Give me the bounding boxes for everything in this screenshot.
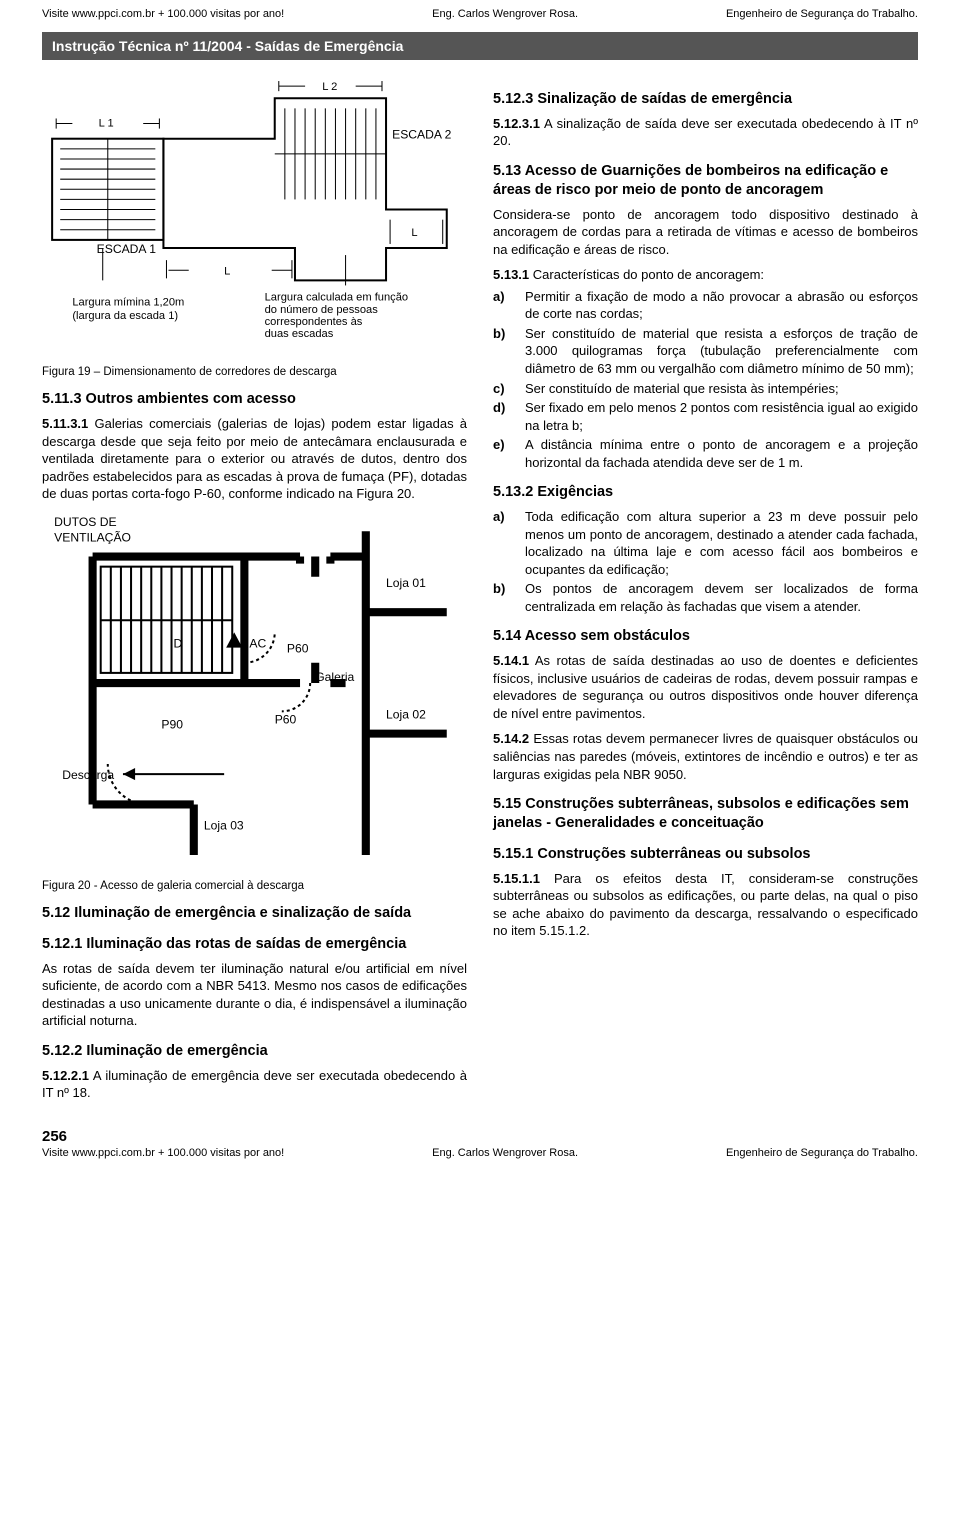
list-5-13-2-b: Os pontos de ancoragem devem ser localiz…	[525, 581, 918, 614]
para-5-12-1: As rotas de saída devem ter iluminação n…	[42, 960, 467, 1030]
title-band: Instrução Técnica nº 11/2004 - Saídas de…	[42, 32, 918, 60]
svg-text:L: L	[224, 265, 230, 277]
para-5-14-2-number: 5.14.2	[493, 731, 529, 746]
footer-bar: Visite www.ppci.com.br + 100.000 visitas…	[42, 1145, 918, 1165]
list-5-13-1-d: Ser fixado em pelo menos 2 pontos com re…	[525, 400, 918, 433]
para-5-12-2-1-text: A iluminação de emergência deve ser exec…	[42, 1068, 467, 1101]
figure-19-caption: Figura 19 – Dimensionamento de corredore…	[42, 366, 467, 378]
svg-text:L 2: L 2	[322, 81, 337, 93]
para-5-13-1-text: Características do ponto de ancoragem:	[529, 267, 764, 282]
heading-5-11-3: 5.11.3 Outros ambientes com acesso	[42, 390, 467, 409]
svg-text:AC: AC	[249, 636, 266, 650]
svg-text:ESCADA 2: ESCADA 2	[392, 128, 452, 142]
svg-text:Loja 01: Loja 01	[386, 576, 426, 590]
header-left: Visite www.ppci.com.br + 100.000 visitas…	[42, 8, 284, 20]
para-5-14-2: 5.14.2 Essas rotas devem permanecer livr…	[493, 730, 918, 783]
para-5-13-1-number: 5.13.1	[493, 267, 529, 282]
list-5-13-2: a)Toda edificação com altura superior a …	[493, 508, 918, 615]
heading-5-14: 5.14 Acesso sem obstáculos	[493, 627, 918, 646]
svg-text:Largura calculada em função: Largura calculada em função	[265, 292, 408, 304]
svg-text:correspondentes às: correspondentes às	[265, 316, 363, 328]
list-5-13-1-e: A distância mínima entre o ponto de anco…	[525, 437, 918, 470]
para-5-15-1-1: 5.15.1.1 Para os efeitos desta IT, consi…	[493, 870, 918, 940]
svg-text:do número de pessoas: do número de pessoas	[265, 304, 379, 316]
left-column: L 1 L 2 ESCADA 1 ESCADA 2 L L Largura mí…	[42, 78, 467, 1110]
list-5-13-1: a)Permitir a fixação de modo a não provo…	[493, 288, 918, 471]
heading-5-13: 5.13 Acesso de Guarnições de bombeiros n…	[493, 162, 918, 200]
list-5-13-1-b: Ser constituído de material que resista …	[525, 326, 918, 376]
para-5-12-3-1-text: A sinalização de saída deve ser executad…	[493, 116, 918, 149]
heading-5-12-2: 5.12.2 Iluminação de emergência	[42, 1042, 467, 1061]
svg-text:P60: P60	[275, 712, 297, 726]
svg-text:ESCADA 1: ESCADA 1	[97, 242, 157, 256]
svg-text:(largura da escada 1): (largura da escada 1)	[72, 310, 178, 322]
para-5-11-3-1-text: Galerias comerciais (galerias de lojas) …	[42, 416, 467, 501]
heading-5-13-2: 5.13.2 Exigências	[493, 483, 918, 502]
para-5-15-1-1-text: Para os efeitos desta IT, consideram-se …	[493, 871, 918, 939]
svg-text:D: D	[174, 636, 183, 650]
svg-text:Galeria: Galeria	[315, 670, 354, 684]
header-center: Eng. Carlos Wengrover Rosa.	[432, 8, 578, 20]
para-5-14-2-text: Essas rotas devem permanecer livres de q…	[493, 731, 918, 781]
para-5-13-1: 5.13.1 Características do ponto de ancor…	[493, 266, 918, 284]
heading-5-12: 5.12 Iluminação de emergência e sinaliza…	[42, 904, 467, 923]
figure-20-diagram: DUTOS DE VENTILAÇÃO Loja 01 Loja 02 Loja…	[42, 511, 467, 865]
footer-left: Visite www.ppci.com.br + 100.000 visitas…	[42, 1147, 284, 1159]
svg-text:Loja 02: Loja 02	[386, 707, 426, 721]
fig20-dutos-line1: DUTOS DE	[54, 515, 116, 529]
para-5-11-3-1: 5.11.3.1 Galerias comerciais (galerias d…	[42, 415, 467, 503]
list-5-13-1-c: Ser constituído de material que resista …	[525, 381, 839, 396]
para-5-11-3-1-number: 5.11.3.1	[42, 416, 88, 431]
svg-text:duas escadas: duas escadas	[265, 328, 334, 340]
svg-text:Loja 03: Loja 03	[204, 819, 244, 833]
list-5-13-2-a: Toda edificação com altura superior a 23…	[525, 509, 918, 577]
header-bar: Visite www.ppci.com.br + 100.000 visitas…	[42, 0, 918, 32]
fig20-dutos-line2: VENTILAÇÃO	[54, 530, 131, 544]
svg-text:P90: P90	[161, 717, 183, 731]
svg-text:Largura mímina 1,20m: Largura mímina 1,20m	[72, 297, 184, 309]
svg-text:Descarga: Descarga	[62, 768, 114, 782]
two-column-layout: L 1 L 2 ESCADA 1 ESCADA 2 L L Largura mí…	[42, 78, 918, 1110]
para-5-14-1-text: As rotas de saída destinadas ao uso de d…	[493, 653, 918, 721]
figure-19-diagram: L 1 L 2 ESCADA 1 ESCADA 2 L L Largura mí…	[42, 78, 467, 351]
list-5-13-1-a: Permitir a fixação de modo a não provoca…	[525, 289, 918, 322]
para-5-15-1-1-number: 5.15.1.1	[493, 871, 540, 886]
footer-right: Engenheiro de Segurança do Trabalho.	[726, 1147, 918, 1159]
figure-20-caption: Figura 20 - Acesso de galeria comercial …	[42, 880, 467, 892]
para-5-14-1-number: 5.14.1	[493, 653, 529, 668]
page-number: 256	[42, 1128, 918, 1145]
para-5-14-1: 5.14.1 As rotas de saída destinadas ao u…	[493, 652, 918, 722]
right-column: 5.12.3 Sinalização de saídas de emergênc…	[493, 78, 918, 1110]
header-right: Engenheiro de Segurança do Trabalho.	[726, 8, 918, 20]
svg-text:P60: P60	[287, 641, 309, 655]
footer-center: Eng. Carlos Wengrover Rosa.	[432, 1147, 578, 1159]
svg-text:L 1: L 1	[99, 118, 114, 130]
para-5-12-2-1: 5.12.2.1 A iluminação de emergência deve…	[42, 1067, 467, 1102]
para-5-12-2-1-number: 5.12.2.1	[42, 1068, 89, 1083]
heading-5-12-1: 5.12.1 Iluminação das rotas de saídas de…	[42, 935, 467, 954]
para-5-12-3-1: 5.12.3.1 A sinalização de saída deve ser…	[493, 115, 918, 150]
heading-5-15: 5.15 Construções subterrâneas, subsolos …	[493, 795, 918, 833]
heading-5-15-1: 5.15.1 Construções subterrâneas ou subso…	[493, 845, 918, 864]
heading-5-12-3: 5.12.3 Sinalização de saídas de emergênc…	[493, 90, 918, 109]
para-5-13-intro: Considera-se ponto de ancoragem todo dis…	[493, 206, 918, 259]
para-5-12-3-1-number: 5.12.3.1	[493, 116, 540, 131]
document-page: Visite www.ppci.com.br + 100.000 visitas…	[0, 0, 960, 1187]
svg-text:L: L	[411, 227, 417, 239]
